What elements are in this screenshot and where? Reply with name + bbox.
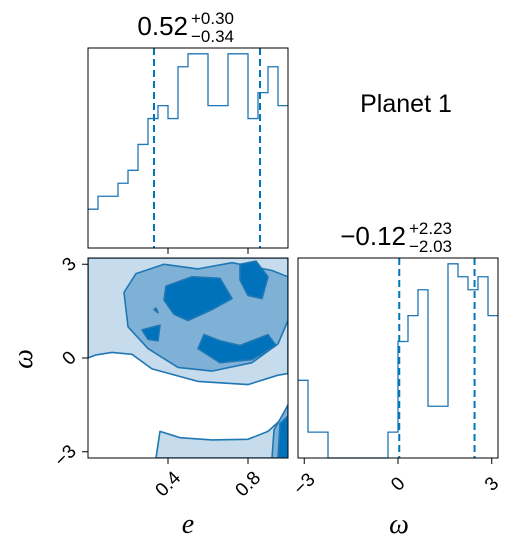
omega-title-value: −0.12: [340, 221, 406, 251]
e-hist-histogram-step: [88, 53, 288, 210]
contour-inner-region: [277, 415, 288, 458]
omega-hist-histogram-step: [298, 263, 498, 459]
contour-levels: [88, 258, 288, 458]
e-title-minus: −0.34: [191, 27, 234, 46]
panel-e-histogram: [87, 47, 289, 254]
contour-xtick-label: 0.4: [152, 467, 186, 501]
e-title-value: 0.52: [137, 11, 188, 41]
omega-hist-xtick-label: 3: [481, 473, 503, 495]
omega-hist-xtick-label: −3: [290, 469, 320, 499]
omega-title-plus: +2.23: [409, 219, 452, 238]
omega-hist-xtick-label: 0: [387, 473, 409, 495]
contour-inner-region: [153, 307, 159, 314]
x-axis-label-omega: ω: [389, 509, 409, 540]
contour-inner-region: [239, 260, 269, 300]
contour-inner-region: [141, 324, 161, 342]
contour-ytick-label: 3: [58, 254, 80, 276]
contour-xtick-label: 0.8: [232, 468, 266, 502]
panel-e-omega-contour: 0.4 0.8 −3 0 3: [51, 254, 289, 502]
contour-inner-region: [197, 333, 277, 364]
contour-ytick-label: −3: [51, 441, 81, 471]
e-hist-frame: [87, 47, 289, 249]
panel-omega-histogram: −3 0 3: [290, 257, 503, 499]
e-title-plus: +0.30: [191, 9, 234, 28]
contour-inner-region: [163, 276, 233, 322]
y-axis-label-omega: ω: [8, 349, 39, 369]
omega-title-minus: −2.03: [409, 237, 452, 256]
contour-outer-region: [155, 408, 288, 458]
x-axis-label-e: e: [182, 509, 194, 540]
figure-label: Planet 1: [360, 90, 452, 118]
contour-ytick-label: 0: [58, 347, 80, 369]
